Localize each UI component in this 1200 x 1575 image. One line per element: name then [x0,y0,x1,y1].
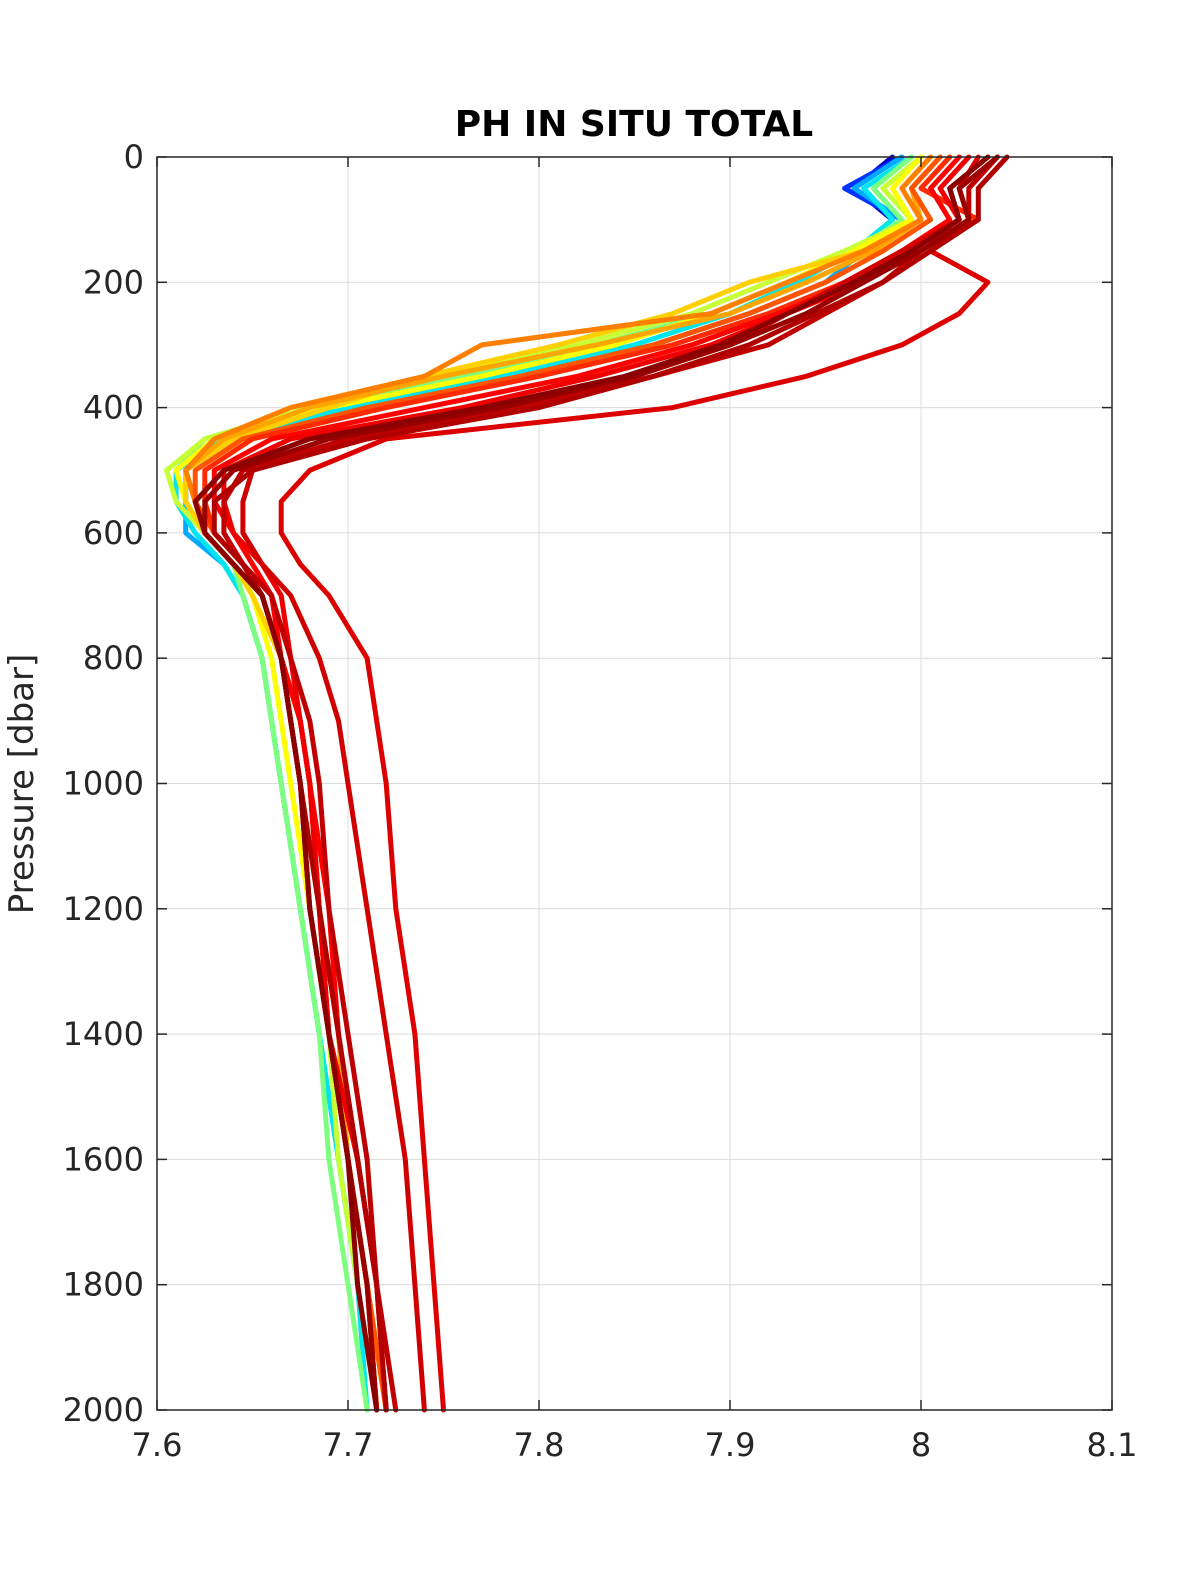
x-tick-label: 7.9 [705,1426,756,1464]
y-tick-label: 1400 [63,1015,144,1053]
y-tick-label: 2000 [63,1391,144,1429]
y-tick-labels: 0 200 400 600 800 1000 1200 1400 1600 1800 2000 [63,138,144,1429]
y-tick-label: 200 [83,263,144,301]
x-tick-label: 8.1 [1087,1426,1138,1464]
series-line-18 [211,154,1010,1413]
y-tick-label: 1800 [63,1266,144,1304]
y-tick-label: 800 [83,639,144,677]
y-tick-label: 600 [83,514,144,552]
chart-title: PH IN SITU TOTAL [455,104,813,145]
y-tick-label: 1600 [63,1140,144,1178]
y-tick-label: 0 [124,138,144,176]
series-group [164,154,1010,1413]
series-line-16 [240,154,991,1413]
series-line-15 [278,154,991,1413]
series-line-20 [192,154,991,1413]
x-tick-labels: 7.6 7.7 7.8 7.9 8 8.1 [132,1426,1138,1464]
y-axis-label: Pressure [dbar] [2,654,42,915]
y-tick-label: 1200 [63,890,144,928]
x-tick-label: 7.7 [323,1426,374,1464]
x-tick-label: 7.8 [514,1426,565,1464]
x-tick-label: 7.6 [132,1426,183,1464]
y-tick-label: 400 [83,389,144,427]
tick-marks [156,156,1113,1411]
y-tick-label: 1000 [63,765,144,803]
x-tick-label: 8 [911,1426,931,1464]
